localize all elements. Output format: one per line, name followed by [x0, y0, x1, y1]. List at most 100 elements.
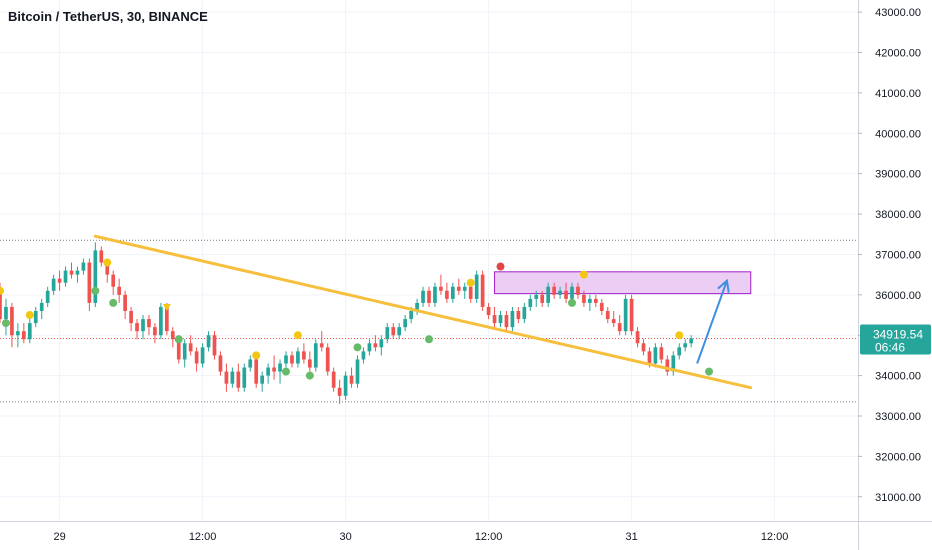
- candle: [605, 306, 610, 324]
- signal-dot-yellow: [675, 331, 684, 340]
- candle-body: [266, 367, 270, 376]
- y-axis-ticks: 43000.00 42000.00 41000.00 40000.00 39000.00…: [858, 7, 921, 504]
- signal-dot-green: [353, 343, 362, 352]
- x-tick-label: 29: [53, 531, 65, 543]
- candle: [45, 286, 50, 307]
- candle-body: [677, 347, 682, 356]
- candle-body: [99, 250, 104, 263]
- candle-body: [63, 270, 68, 283]
- candle: [182, 339, 187, 368]
- candle: [93, 242, 98, 307]
- candle: [367, 339, 372, 356]
- candle-body: [391, 327, 396, 336]
- signal-dot-yellow: [25, 311, 34, 320]
- candle-body: [570, 286, 574, 299]
- candle: [391, 323, 396, 340]
- signal-dot-yellow: [252, 351, 261, 360]
- candle-body: [51, 278, 56, 291]
- candle-body: [445, 290, 449, 299]
- candle-body: [623, 298, 628, 332]
- signal-dot-green: [109, 298, 118, 307]
- chart-title: Bitcoin / TetherUS, 30, BINANCE: [8, 9, 208, 24]
- candle: [427, 286, 431, 307]
- candle: [129, 306, 133, 332]
- candle-body: [635, 331, 640, 344]
- candle-body: [641, 343, 646, 352]
- candle: [564, 282, 568, 303]
- candle: [236, 363, 241, 392]
- candle-body: [379, 339, 384, 348]
- grid: [0, 0, 858, 521]
- candle-body: [307, 359, 312, 368]
- candle: [200, 343, 205, 368]
- candle-body: [147, 319, 151, 328]
- candle: [373, 335, 378, 352]
- candle: [135, 319, 139, 340]
- signal-dot-yellow: [0, 286, 4, 295]
- candle-body: [272, 367, 276, 372]
- price-label-box: [860, 324, 931, 355]
- price-label-countdown: 06:46: [875, 340, 905, 354]
- candle: [123, 290, 127, 320]
- candle-body: [164, 306, 169, 332]
- candle: [33, 306, 38, 328]
- candle-body: [69, 270, 74, 275]
- candle: [260, 371, 265, 392]
- resistance-zone: [494, 271, 752, 295]
- candle-body: [403, 319, 408, 328]
- candle-body: [242, 367, 247, 388]
- candle: [671, 351, 676, 376]
- candle: [361, 347, 366, 364]
- candle-body: [57, 278, 62, 283]
- signal-dot-green: [568, 298, 576, 307]
- candle-body: [4, 306, 8, 320]
- candle: [480, 270, 485, 311]
- candle-body: [576, 286, 580, 295]
- candle: [403, 315, 408, 332]
- candle: [421, 286, 425, 307]
- candle: [558, 286, 562, 299]
- candle-body: [343, 375, 348, 396]
- candle: [355, 355, 360, 388]
- y-tick-label: 38000.00: [875, 209, 921, 221]
- candle: [313, 339, 318, 372]
- candle: [63, 266, 68, 287]
- candle-body: [552, 286, 556, 295]
- candle-body: [81, 262, 86, 271]
- signal-dot-red: [496, 262, 505, 271]
- candle-body: [480, 274, 485, 307]
- candle: [462, 282, 467, 299]
- candle-body: [296, 351, 300, 364]
- candle-body: [224, 371, 229, 384]
- candle: [284, 351, 288, 368]
- candle-body: [605, 310, 610, 320]
- trendline-layer: [93, 234, 753, 390]
- candle: [653, 343, 658, 368]
- candle: [582, 290, 586, 307]
- candle-body: [421, 290, 425, 303]
- candle: [212, 331, 217, 360]
- candle-body: [450, 286, 455, 299]
- candle: [87, 258, 92, 311]
- candle-body: [373, 343, 378, 348]
- candle: [230, 367, 235, 388]
- signal-triangle: [162, 303, 171, 311]
- candle: [445, 282, 449, 303]
- candle-body: [534, 294, 539, 299]
- candle-body: [260, 375, 265, 384]
- signal-dot-green: [305, 371, 314, 380]
- candle: [528, 294, 533, 311]
- candle-body: [510, 310, 515, 328]
- signal-dot-green: [91, 286, 100, 295]
- candle: [683, 339, 688, 352]
- candle: [10, 302, 14, 348]
- x-axis-ticks: 29 12:00 30 12:00 31 12:00: [53, 531, 788, 543]
- candle-body: [349, 375, 354, 384]
- candle: [379, 335, 384, 356]
- x-tick-label: 30: [339, 531, 351, 543]
- candle: [456, 278, 461, 295]
- candle: [439, 274, 443, 295]
- candle-body: [427, 290, 431, 303]
